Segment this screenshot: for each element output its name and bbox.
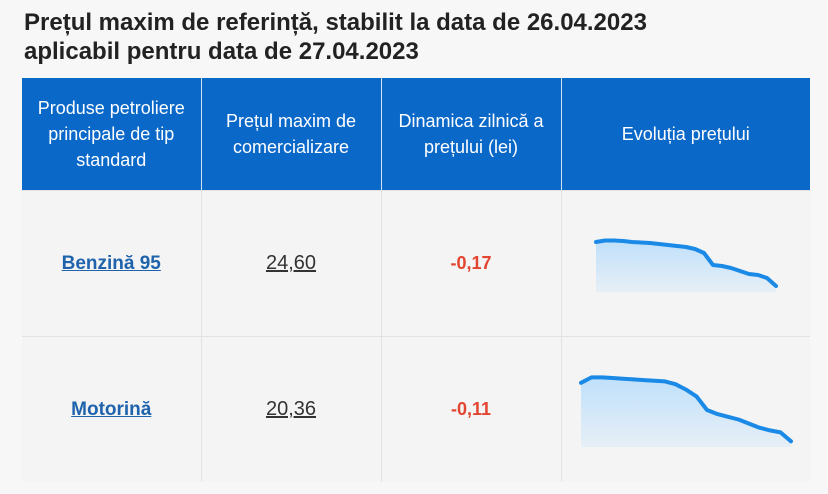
daily-change-value: -0,11	[450, 399, 492, 419]
table-header-row: Produse petroliere principale de tip sta…	[22, 78, 810, 191]
sparkline-cell	[560, 190, 810, 337]
title-line-2: aplicabil pentru data de 27.04.2023	[24, 38, 419, 65]
change-cell: -0,17	[380, 190, 561, 337]
product-cell: Benzină 95	[22, 190, 201, 337]
header-max-price: Prețul maxim de comercializare	[200, 78, 381, 191]
product-cell: Motorină	[22, 336, 201, 482]
page-title: Prețul maxim de referință, stabilit la d…	[24, 8, 814, 66]
header-price-evolution: Evoluția prețului	[560, 78, 810, 191]
price-cell: 24,60	[200, 190, 381, 337]
table-row: Benzină 95 24,60 -0,17	[22, 190, 810, 337]
product-link-motorina[interactable]: Motorină	[71, 398, 152, 420]
price-sparkline-motorina	[578, 374, 793, 447]
table-row: Motorină 20,36 -0,11	[22, 336, 810, 482]
price-link[interactable]: 20,36	[265, 398, 317, 420]
sparkline-line	[578, 374, 793, 443]
daily-change-value: -0,17	[450, 253, 492, 273]
header-product: Produse petroliere principale de tip sta…	[22, 78, 201, 191]
title-line-1: Prețul maxim de referință, stabilit la d…	[24, 9, 647, 36]
price-link[interactable]: 24,60	[265, 252, 317, 274]
price-cell: 20,36	[200, 336, 381, 482]
price-sparkline-benzina	[593, 238, 778, 292]
product-link-benzina-95[interactable]: Benzină 95	[61, 252, 161, 274]
header-daily-change: Dinamica zilnică a prețului (lei)	[380, 78, 561, 191]
sparkline-area	[595, 240, 776, 292]
fuel-price-table: Produse petroliere principale de tip sta…	[22, 78, 810, 482]
change-cell: -0,11	[380, 336, 561, 482]
sparkline-line	[593, 238, 778, 288]
sparkline-area	[580, 376, 791, 447]
sparkline-cell	[560, 336, 810, 482]
